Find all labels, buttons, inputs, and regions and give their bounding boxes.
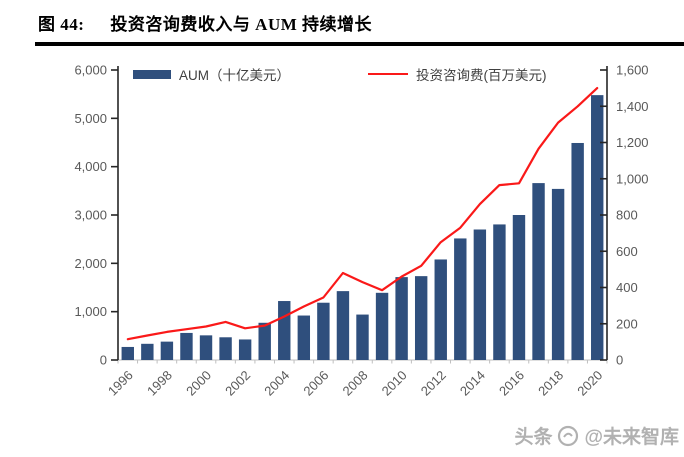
title-divider-rule <box>35 42 684 46</box>
x-axis-tick-label: 2020 <box>574 368 605 399</box>
left-axis-tick-label: 6,000 <box>74 63 107 78</box>
zhiku-logo-icon <box>558 425 579 446</box>
bar-2006 <box>317 302 330 360</box>
x-axis-tick-label: 2012 <box>418 368 449 399</box>
chart-area: 0 1,000 2,000 3,000 4,000 5,000 6,000 0 200 400 60… <box>0 52 684 452</box>
fee-line-series <box>126 86 599 341</box>
bar-2004 <box>278 301 291 360</box>
x-axis-tick-label: 2008 <box>340 368 371 399</box>
figure-title-text: 投资咨询费收入与 AUM 持续增长 <box>110 15 373 34</box>
bar-2014 <box>473 229 487 360</box>
bar-2018 <box>551 188 565 360</box>
x-axis-tick-label: 2004 <box>261 368 292 399</box>
bar-2017 <box>532 183 545 360</box>
x-axis-tick-label: 1996 <box>105 368 136 399</box>
legend-label-fee: 投资咨询费(百万美元) <box>416 68 547 83</box>
bar-1996 <box>121 346 134 360</box>
bar-2002 <box>238 339 252 360</box>
bar-2019 <box>571 142 584 360</box>
right-axis-tick-label: 400 <box>616 280 638 295</box>
bar-1997 <box>141 343 154 360</box>
bar-1998 <box>160 341 174 360</box>
bar-2005 <box>297 315 311 360</box>
bar-2015 <box>493 224 506 360</box>
legend-item-aum: AUM（十亿美元） <box>133 64 290 84</box>
bar-2008 <box>356 314 369 360</box>
bar-1999 <box>180 332 193 360</box>
x-axis-tick-label: 2014 <box>457 368 488 399</box>
bar-2013 <box>454 238 467 360</box>
bar-2009 <box>375 292 389 360</box>
x-axis-tick-label: 2006 <box>300 368 331 399</box>
figure-title: 图 44: 投资咨询费收入与 AUM 持续增长 <box>38 10 372 35</box>
bar-2016 <box>512 215 526 360</box>
right-axis-tick-label: 800 <box>616 208 638 223</box>
x-axis-tick-label: 2000 <box>183 368 214 399</box>
left-axis-tick-label: 1,000 <box>74 304 107 319</box>
right-axis-tick-label: 1,200 <box>616 135 649 150</box>
x-axis-tick-label: 2010 <box>379 368 410 399</box>
bar-2011 <box>414 276 428 360</box>
fee-line-swatch <box>368 72 408 76</box>
right-axis-tick-label: 200 <box>616 316 638 331</box>
figure-number: 图 44: <box>38 15 85 34</box>
bar-2010 <box>395 277 408 360</box>
aum-fee-chart-svg: 0 1,000 2,000 3,000 4,000 5,000 6,000 0 200 400 60… <box>74 63 649 399</box>
x-axis-tick-label: 2016 <box>496 368 527 399</box>
left-axis-tick-label: 3,000 <box>74 208 107 223</box>
bar-2012 <box>434 259 447 360</box>
bar-2001 <box>219 337 232 360</box>
right-axis-tick-label: 0 <box>616 353 623 368</box>
legend-item-fee: 投资咨询费(百万美元) <box>368 64 547 84</box>
right-axis-tick-label: 1,000 <box>616 171 649 186</box>
watermark-handle: @未来智库 <box>584 427 679 448</box>
left-axis-tick-label: 4,000 <box>74 159 107 174</box>
watermark-prefix: 头条 <box>514 427 553 448</box>
legend-label-aum: AUM（十亿美元） <box>179 68 290 83</box>
watermark: 头条 @未来智库 <box>514 422 679 449</box>
bar-2000 <box>199 335 213 360</box>
right-axis-tick-label: 600 <box>616 244 638 259</box>
x-axis-tick-label: 2018 <box>535 368 566 399</box>
bar-2003 <box>258 322 271 360</box>
left-axis-tick-label: 2,000 <box>74 256 107 271</box>
left-axis-tick-label: 0 <box>100 353 107 368</box>
right-axis-tick-label: 1,600 <box>616 63 649 78</box>
x-axis-tick-label: 1998 <box>144 368 175 399</box>
x-axis-tick-label: 2002 <box>222 368 253 399</box>
right-axis-tick-label: 1,400 <box>616 99 649 114</box>
left-axis-tick-label: 5,000 <box>74 111 107 126</box>
bar-2020 <box>591 95 604 360</box>
bar-2007 <box>336 291 350 360</box>
aum-bar-swatch <box>133 69 171 79</box>
